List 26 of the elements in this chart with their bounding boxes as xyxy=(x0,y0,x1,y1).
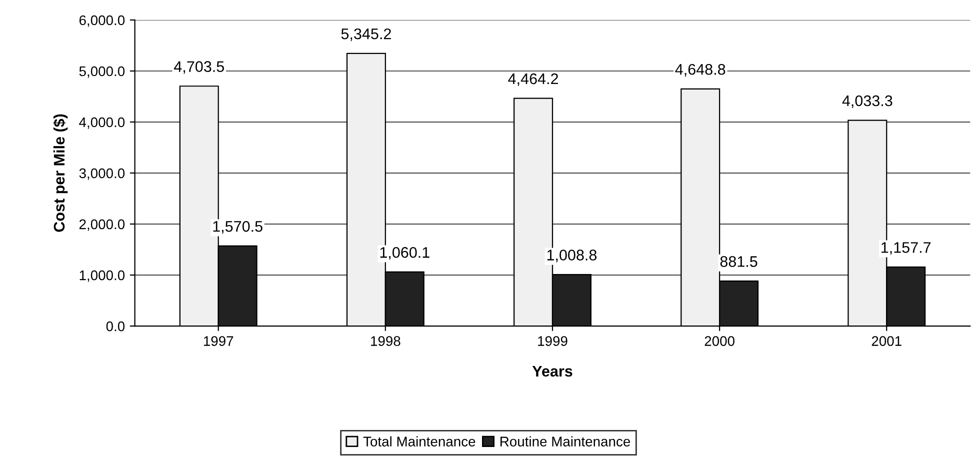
x-tick-label: 2000 xyxy=(704,336,734,346)
x-tick-label: 2001 xyxy=(872,336,902,346)
data-label: 1,060.1 xyxy=(380,247,430,260)
y-tick-label: 6,000.0 xyxy=(79,15,125,27)
data-label: 4,648.8 xyxy=(675,64,726,77)
y-tick-label: 5,000.0 xyxy=(79,66,125,78)
data-label: 881.5 xyxy=(720,256,758,267)
data-label: 1,570.5 xyxy=(213,220,262,234)
y-tick-label: 2,000.0 xyxy=(79,219,125,231)
legend-label: Routine Maintenance xyxy=(500,436,630,446)
y-axis-title: Cost per Mile ($) xyxy=(53,114,68,232)
data-label: 5,345.2 xyxy=(341,28,391,42)
x-tick-label: 1998 xyxy=(371,336,400,346)
y-tick-label: 4,000.0 xyxy=(79,117,125,129)
y-tick-label: 0.0 xyxy=(106,321,125,332)
data-label: 4,033.3 xyxy=(842,95,892,108)
y-tick-label: 1,000.0 xyxy=(80,270,125,282)
y-tick-label: 3,000.0 xyxy=(79,168,125,180)
x-tick-label: 1997 xyxy=(204,336,234,346)
data-label: 4,703.5 xyxy=(174,61,224,74)
data-label: 1,157.7 xyxy=(882,242,931,255)
data-label: 4,464.2 xyxy=(508,73,558,86)
legend-label: Total Maintenance xyxy=(363,436,476,446)
x-tick-label: 1999 xyxy=(538,336,568,346)
data-label: 1,008.8 xyxy=(547,250,597,262)
x-axis-title: Years xyxy=(532,366,572,377)
